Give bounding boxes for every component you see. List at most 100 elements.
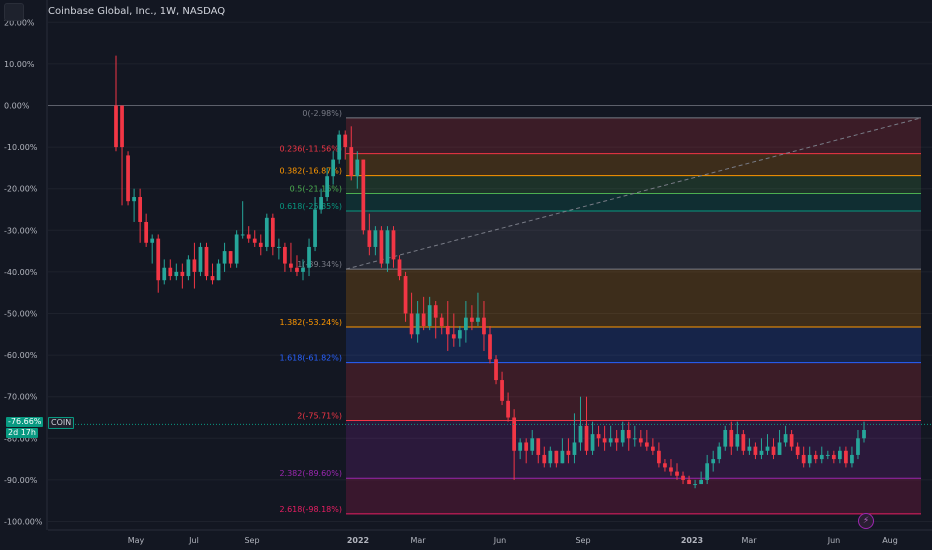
candle-body [180,271,185,277]
fib-level-label: 0.382(-16.87%) [279,167,342,176]
candle-body [705,463,710,480]
candle-body [373,230,378,247]
candle-body [554,450,559,464]
candle-body [198,246,203,272]
candle-body [264,217,269,247]
candle-body [258,242,263,247]
candle-body [578,425,583,443]
candle-body [856,438,860,455]
candle-body [729,429,734,447]
fib-band [346,153,921,176]
y-tick-label: -70.00% [4,393,38,402]
candle-body [409,313,414,335]
candle-body [548,450,553,464]
candle-body [596,434,601,439]
y-tick-label: -60.00% [4,351,38,360]
fib-level-label: 1.618(-61.82%) [279,354,342,363]
candle-body [765,446,770,451]
fib-level-label: 0(-2.98%) [302,109,342,118]
candle-body [807,454,812,464]
hamburger-icon[interactable] [4,3,24,21]
candle-body [349,147,354,177]
candle-body [536,438,541,455]
fib-band [346,269,921,327]
candle-body [735,434,740,447]
fib-band [346,478,921,514]
y-tick-label: -40.00% [4,268,38,277]
candle-body [174,271,179,277]
candle-body [144,221,149,243]
y-tick-label: -80.00% [4,434,38,443]
candle-body [584,425,589,451]
y-tick-label: -90.00% [4,476,38,485]
candle-body [252,238,257,243]
candle-body [192,259,197,272]
candle-body [675,471,679,476]
candle-body [819,454,824,460]
candle-body [862,429,866,439]
candle-body [771,446,776,455]
x-tick-label: Sep [575,536,590,545]
candle-body [114,105,118,148]
x-tick-label: 2023 [681,536,703,545]
candle-body [307,246,311,268]
fib-band [346,326,921,363]
candle-body [120,105,124,148]
candle-body [397,259,402,277]
y-tick-label: -30.00% [4,226,38,235]
candle-body [602,438,607,443]
candle-body [795,446,800,455]
fib-level-label: 1(-39.34%) [297,260,342,269]
candle-body [657,450,661,464]
candle-body [451,334,456,339]
candle-body [445,325,450,335]
candle-body [337,134,342,160]
candle-body [421,313,426,326]
y-tick-label: 0.00% [4,102,30,111]
candle-body [699,479,703,485]
y-tick-label: -100.00% [4,518,43,527]
candle-body [240,234,245,236]
candle-body [753,446,758,455]
x-tick-label: May [128,536,145,545]
candle-body [150,238,155,243]
candle-body [813,454,818,460]
countdown-badge: 2d 17h [6,428,38,438]
candle-body [608,438,613,443]
candle-body [512,417,516,451]
candle-body [464,317,468,331]
candle-body [138,197,142,222]
candle-body [644,442,649,447]
candle-body [681,475,685,480]
candle-body [482,317,486,335]
candle-body [277,246,281,248]
candle-body [572,442,577,455]
candle-body [620,429,625,443]
candle-body [391,230,396,260]
candle-body [663,463,667,468]
candle-body [156,238,161,281]
candle-body [651,446,655,451]
lightning-icon[interactable]: ⚡ [858,513,874,529]
candle-body [470,317,474,322]
candle-body [783,434,788,443]
candle-body [234,234,239,264]
candle-body [325,176,329,198]
candle-body [289,263,293,268]
candle-body [313,209,317,247]
candle-body [741,434,746,451]
candle-body [403,276,408,314]
candle-body [626,429,631,439]
candle-body [759,450,764,455]
symbol-badge[interactable]: COIN [48,417,75,429]
candle-body [723,429,728,447]
candle-body [566,450,571,455]
candle-body [439,317,444,326]
candle-body [222,251,227,264]
fib-band [346,210,921,270]
candle-body [789,434,794,447]
last-value-badge: -76.66% [6,417,44,427]
fib-band [346,420,921,479]
